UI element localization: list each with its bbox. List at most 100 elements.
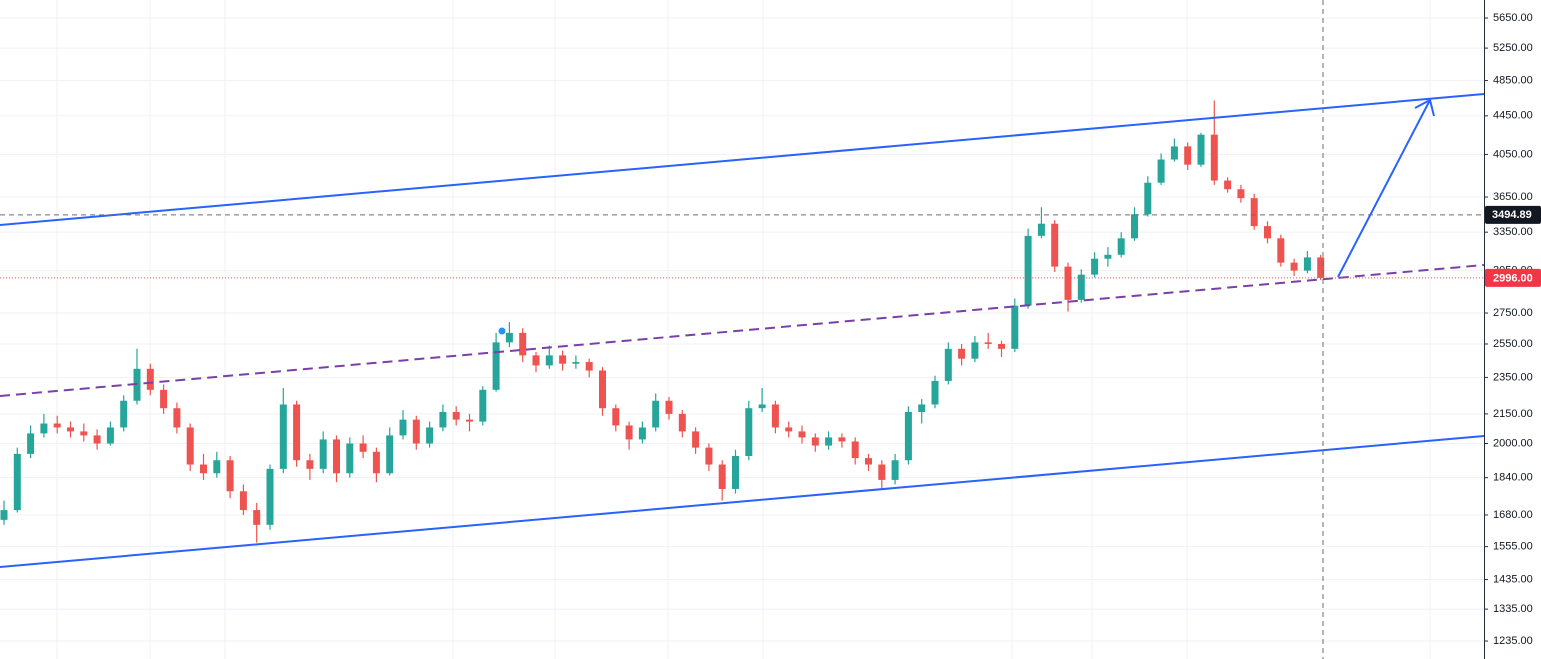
candle-body [931,380,939,405]
candle-body [1037,223,1045,236]
candle-body [1104,254,1112,259]
candle-body [1131,214,1138,239]
candle-body [1197,134,1205,165]
candle-body [1303,257,1311,271]
candle-body [120,400,128,428]
candle-body [346,443,354,474]
candle-body [572,362,580,364]
y-tick-label: 2550.00 [1493,338,1533,350]
candle-body [971,342,979,359]
candle-body [492,342,500,390]
candle-body [452,411,460,420]
channel-mid [0,264,1485,397]
candle-body [718,464,726,489]
candle-body [293,404,301,461]
y-tick-label: 4450.00 [1493,110,1533,122]
candle-body [1117,238,1125,255]
last-price-label: 2996.00 [1493,272,1533,284]
candle-body [984,342,992,344]
candle-body [53,423,61,428]
candle-body [67,427,74,432]
candle-body [372,451,380,474]
candle-body [838,437,846,442]
candle-body [745,408,753,456]
y-tick-label: 2000.00 [1493,437,1533,449]
candle-body [93,435,101,444]
candle-body [479,389,487,422]
candle-body [80,431,88,436]
candle-body [785,427,793,432]
candle-body [173,408,181,428]
candle-body [545,355,553,366]
candle-body [186,427,194,465]
candle-body [1210,134,1218,181]
time-grid [56,0,1431,659]
candle-body [904,411,912,461]
candle-body [612,408,620,426]
y-tick-label: 2350.00 [1493,371,1533,383]
candle-body [266,468,274,525]
candle-body [758,404,766,409]
channel-lower [0,435,1485,568]
candle-body [253,510,261,525]
price-grid [0,17,1484,642]
candle-body [1077,274,1085,300]
candle-body [652,400,660,428]
y-tick-label: 1555.00 [1493,541,1533,553]
y-tick-label: 2150.00 [1493,408,1533,420]
candle-body [200,464,207,474]
y-tick-label: 3650.00 [1493,191,1533,203]
candle-body [1064,266,1072,300]
candle-body [732,455,739,489]
price-axis [1484,0,1541,659]
candle-body [1051,223,1059,267]
candle-body [1237,189,1245,199]
candle-body [146,368,154,390]
candle-body [771,404,779,428]
candle-body [160,389,168,409]
crosshair-price-label: 3494.89 [1492,209,1532,221]
candle-body [1144,182,1152,215]
candle-body [505,332,513,343]
candle-body [559,355,567,364]
candle-body [27,433,35,454]
candle-body [918,404,926,412]
candle-body [386,435,394,474]
candle-body [40,423,48,434]
y-tick-label: 2750.00 [1493,307,1533,319]
candle-body [638,427,646,440]
candle-body [239,491,247,511]
candle-body [665,400,673,414]
candle-body [1157,159,1165,183]
arrow-head [1414,98,1435,117]
candle-body [306,460,314,469]
candle-body [678,413,686,432]
candle-body [878,464,886,480]
candle-body [1024,235,1032,306]
candle-body [599,370,606,409]
candle-body [532,355,540,366]
candle-body [958,348,966,359]
last-price-box [1485,268,1541,287]
candle-body [0,510,8,520]
candle-body [466,419,473,422]
candle-body [825,437,833,446]
candle-body [213,460,221,474]
candle-body [1224,180,1232,190]
price-axis-labels: 5650.00 5250.00 4850.00 4450.00 4050.00 3650.… [1484,12,1533,647]
crosshair-price-box [1485,205,1541,224]
candle-body [998,343,1005,349]
candle-body [798,431,806,438]
candle-body [1264,226,1271,239]
candle-body [226,460,234,492]
candle-body [439,411,447,428]
y-tick-label: 1235.00 [1493,635,1533,647]
candle-body [333,439,340,474]
candle-body [1170,146,1178,160]
y-tick-label: 1680.00 [1493,509,1533,521]
candle-body [891,460,899,480]
candle-body [1317,257,1325,278]
candle-body [106,427,114,444]
